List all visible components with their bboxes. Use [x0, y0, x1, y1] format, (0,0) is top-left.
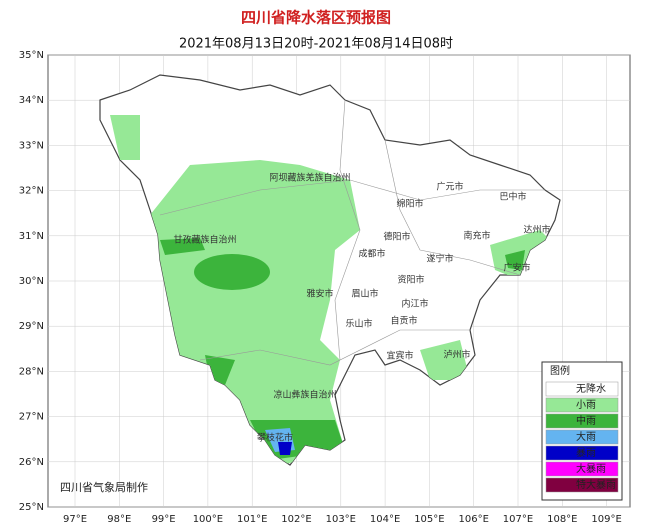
border [384, 139, 521, 276]
legend-swatch [545, 461, 619, 477]
lat-label: 26°N [19, 457, 44, 468]
lat-label: 30°N [19, 276, 44, 287]
moderate-rain-area [194, 254, 270, 290]
lat-label: 35°N [19, 50, 44, 61]
region-label: 巴中市 [499, 191, 526, 203]
legend-swatch [545, 413, 619, 429]
region-label: 绵阳市 [396, 198, 423, 210]
border [159, 179, 545, 216]
region-label: 甘孜藏族自治州 [173, 234, 236, 246]
lat-label: 27°N [19, 412, 44, 423]
legend-label: 大雨 [576, 430, 596, 443]
region-label: 乐山市 [345, 318, 372, 330]
lat-label: 33°N [19, 140, 44, 151]
rainstorm-area [278, 442, 292, 455]
legend-swatch [545, 429, 619, 445]
lon-label: 100°E [193, 514, 223, 525]
region-label: 广元市 [436, 181, 463, 193]
legend-swatch [545, 381, 619, 397]
lon-label: 103°E [326, 514, 356, 525]
lat-label: 32°N [19, 186, 44, 197]
lon-label: 101°E [237, 514, 267, 525]
region-label: 阿坝藏族羌族自治州 [269, 172, 350, 184]
border [334, 99, 361, 361]
region-label: 成都市 [358, 248, 385, 260]
title: 四川省降水落区预报图 [241, 9, 391, 27]
lon-label: 109°E [591, 514, 621, 525]
lon-label: 98°E [107, 514, 131, 525]
moderate-rain-area [160, 238, 205, 255]
light-rain-area [110, 115, 140, 160]
lat-label: 25°N [19, 502, 44, 513]
region-label: 资阳市 [397, 274, 424, 286]
legend-swatch [545, 397, 619, 413]
legend-label: 暴雨 [576, 447, 596, 459]
lon-label: 104°E [370, 514, 400, 525]
region-label: 广安市 [503, 262, 530, 274]
border [199, 329, 470, 366]
region-label: 攀枝花市 [257, 432, 293, 444]
legend-label: 小雨 [576, 399, 596, 411]
lat-label: 31°N [19, 231, 44, 242]
light-rain-area [420, 340, 470, 380]
lon-label: 106°E [458, 514, 488, 525]
lon-label: 108°E [547, 514, 577, 525]
region-label: 南充市 [463, 230, 490, 242]
lat-label: 28°N [19, 366, 44, 377]
legend-label: 大暴雨 [576, 462, 606, 475]
lon-label: 105°E [414, 514, 444, 525]
legend-label: 中雨 [576, 414, 596, 427]
subtitle: 2021年08月13日20时-2021年08月14日08时 [179, 37, 453, 52]
region-label: 眉山市 [351, 288, 378, 300]
region-label: 遂宁市 [426, 253, 453, 265]
region-label: 凉山彝族自治州 [273, 389, 336, 401]
lon-label: 97°E [63, 514, 87, 525]
region-label: 内江市 [401, 298, 428, 310]
legend-label: 无降水 [576, 382, 606, 395]
region-label: 自贡市 [390, 315, 417, 327]
footer: 四川省气象局制作 [60, 480, 148, 494]
region-label: 雅安市 [306, 288, 333, 300]
region-label: 泸州市 [443, 349, 470, 361]
prefecture-borders [159, 99, 545, 366]
legend-swatch [545, 477, 619, 493]
lat-label: 34°N [19, 95, 44, 106]
moderate-rain-area [505, 250, 525, 270]
legend-swatch [545, 445, 619, 461]
legend-label: 特大暴雨 [576, 478, 616, 491]
region-label: 达州市 [523, 224, 550, 236]
region-label: 德阳市 [383, 231, 410, 243]
lon-label: 107°E [503, 514, 533, 525]
legend-title: 图例 [550, 364, 570, 377]
lat-label: 29°N [19, 321, 44, 332]
lon-label: 102°E [281, 514, 311, 525]
lon-label: 99°E [152, 514, 176, 525]
region-label: 宜宾市 [386, 350, 413, 362]
